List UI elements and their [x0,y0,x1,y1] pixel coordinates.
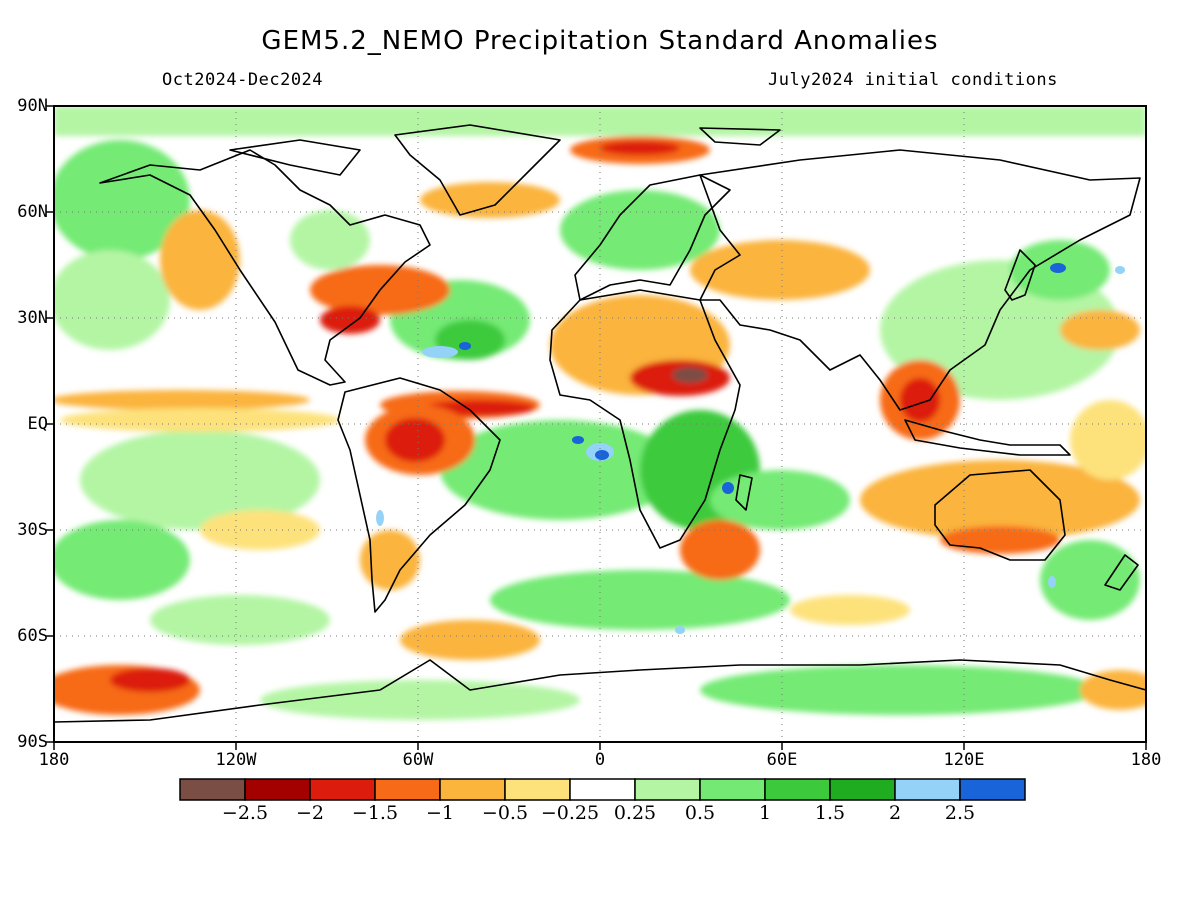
colorbar [179,778,1026,801]
lon-label-120w: 120W [215,750,257,770]
colorbar-swatch [959,778,1026,801]
colorbar-tick-label: 1 [758,802,772,824]
lon-label-0: 0 [594,750,606,770]
colorbar-tick-label: 1.5 [814,802,846,824]
graticule [54,106,1146,742]
initial-conditions: July2024 initial conditions [768,70,1058,90]
colorbar-tick-label: 0.5 [684,802,716,824]
map-title: GEM5.2_NEMO Precipitation Standard Anoma… [261,26,939,56]
coastlines [54,124,1146,723]
anomaly-field [54,106,1146,742]
colorbar-swatch [309,778,376,801]
colorbar-swatch [374,778,441,801]
colorbar-swatch [634,778,701,801]
lat-label-30n: 30N [17,308,48,328]
colorbar-swatch [439,778,506,801]
colorbar-tick-label: −1.5 [351,802,399,824]
colorbar-swatch [699,778,766,801]
forecast-period: Oct2024-Dec2024 [162,70,324,90]
lat-label-60s: 60S [17,626,48,646]
colorbar-tick-label: 2.5 [944,802,976,824]
colorbar-swatch [504,778,571,801]
colorbar-swatch [764,778,831,801]
lat-label-90s: 90S [17,732,48,752]
colorbar-swatch [569,778,636,801]
colorbar-tick-label: 2 [888,802,902,824]
lon-label-180e: 180 [1130,750,1162,770]
lat-label-eq: EQ [27,414,48,434]
lon-label-180w: 180 [38,750,70,770]
colorbar-tick-label: −0.5 [481,802,529,824]
colorbar-tick-label: −2 [295,802,324,824]
lon-label-60w: 60W [402,750,434,770]
lat-label-60n: 60N [17,202,48,222]
colorbar-tick-label: −2.5 [221,802,269,824]
colorbar-tick-label: 0.25 [613,802,657,824]
colorbar-tick-label: −0.25 [540,802,600,824]
colorbar-swatch [829,778,896,801]
lon-label-120e: 120E [943,750,985,770]
colorbar-swatch [179,778,246,801]
lat-label-30s: 30S [17,520,48,540]
colorbar-swatch [894,778,961,801]
colorbar-swatch [244,778,311,801]
lat-label-90n: 90N [17,96,48,116]
colorbar-tick-label: −1 [425,802,454,824]
lon-label-60e: 60E [766,750,798,770]
